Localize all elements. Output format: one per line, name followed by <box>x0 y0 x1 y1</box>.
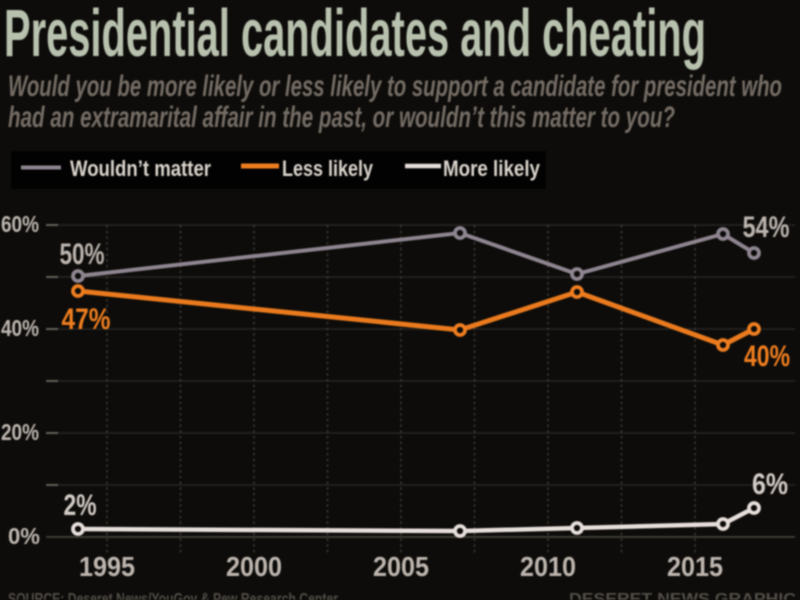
svg-text:More likely: More likely <box>443 156 541 181</box>
svg-text:40%: 40% <box>1 315 39 341</box>
svg-text:SOURCE: Deseret News/YouGov &: SOURCE: Deseret News/YouGov & Pew Resear… <box>8 591 338 600</box>
svg-text:had an extramarital affair in: had an extramarital affair in the past, … <box>8 101 675 134</box>
svg-text:2000: 2000 <box>226 551 282 582</box>
svg-text:47%: 47% <box>62 303 111 336</box>
svg-text:Would you be more likely or le: Would you be more likely or less likely … <box>8 70 782 103</box>
svg-text:2%: 2% <box>64 489 97 522</box>
svg-text:54%: 54% <box>743 211 790 244</box>
svg-text:DESERET NEWS GRAPHIC: DESERET NEWS GRAPHIC <box>569 591 796 600</box>
svg-text:50%: 50% <box>60 238 105 271</box>
svg-text:Wouldn’t matter: Wouldn’t matter <box>70 156 211 181</box>
svg-text:60%: 60% <box>1 211 39 237</box>
svg-text:40%: 40% <box>744 340 790 373</box>
svg-text:20%: 20% <box>1 419 39 445</box>
svg-text:Less likely: Less likely <box>282 156 374 181</box>
svg-text:Presidential candidates and ch: Presidential candidates and cheating <box>4 0 706 71</box>
svg-text:6%: 6% <box>752 468 788 501</box>
svg-text:2005: 2005 <box>373 551 429 582</box>
svg-text:2010: 2010 <box>520 551 576 582</box>
svg-text:1995: 1995 <box>79 551 135 582</box>
svg-text:2015: 2015 <box>667 551 723 582</box>
svg-text:0%: 0% <box>8 523 40 549</box>
